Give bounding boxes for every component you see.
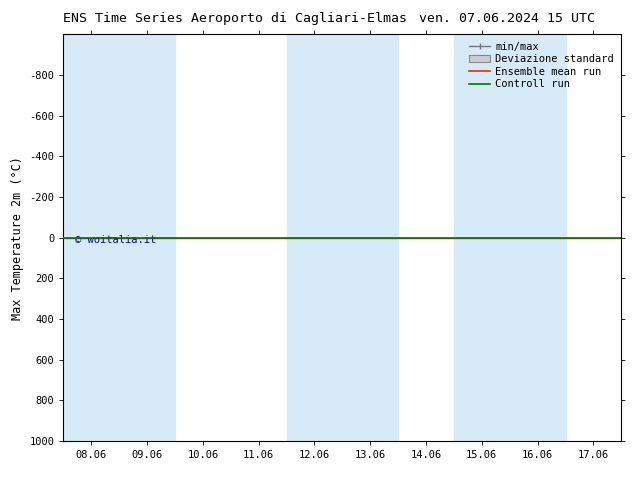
Text: © woitalia.it: © woitalia.it — [75, 235, 156, 245]
Y-axis label: Max Temperature 2m (°C): Max Temperature 2m (°C) — [11, 156, 24, 319]
Text: ven. 07.06.2024 15 UTC: ven. 07.06.2024 15 UTC — [419, 12, 595, 25]
Bar — [454, 34, 566, 441]
Text: ENS Time Series Aeroporto di Cagliari-Elmas: ENS Time Series Aeroporto di Cagliari-El… — [63, 12, 406, 25]
Bar — [63, 34, 175, 441]
Legend: min/max, Deviazione standard, Ensemble mean run, Controll run: min/max, Deviazione standard, Ensemble m… — [467, 40, 616, 92]
Bar — [287, 34, 398, 441]
